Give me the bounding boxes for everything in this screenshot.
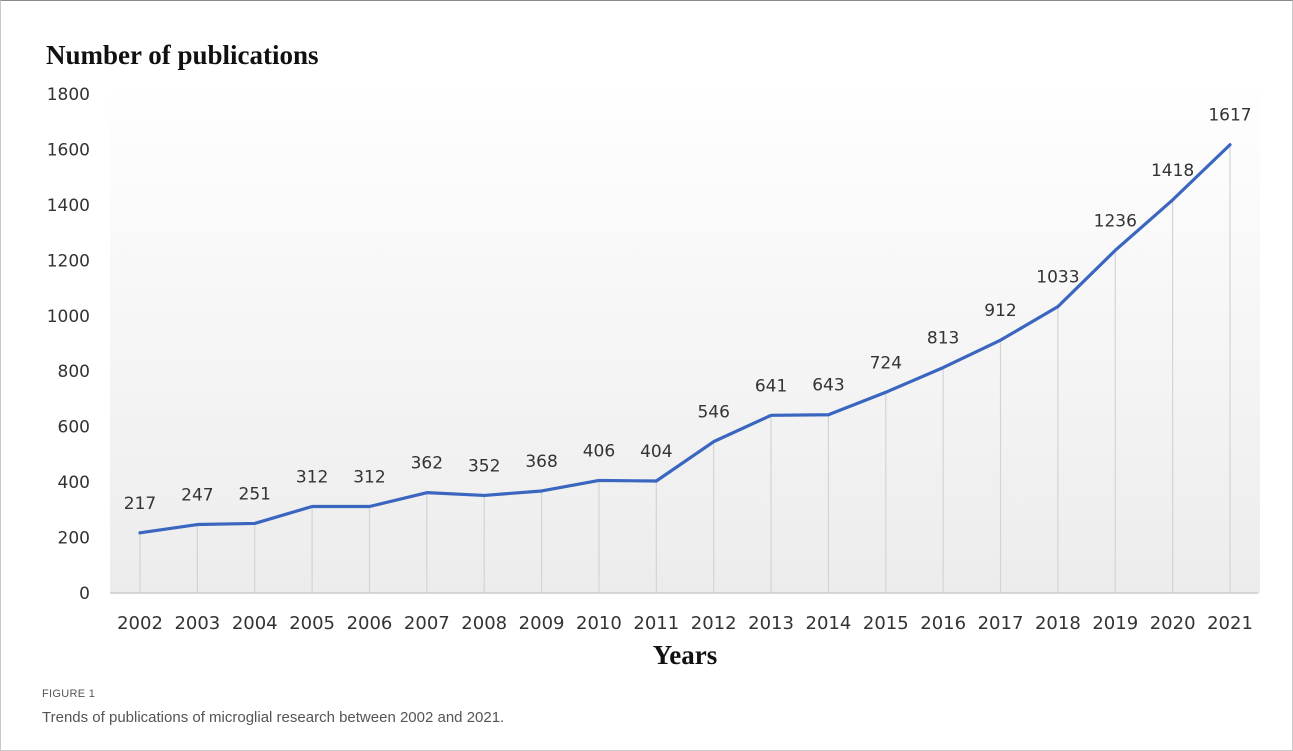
data-label: 912 bbox=[984, 301, 1016, 321]
y-tick-label: 800 bbox=[58, 362, 90, 382]
data-label: 1236 bbox=[1094, 211, 1137, 231]
line-chart: Number of publications Years 0 200 400 600 8… bbox=[46, 40, 1260, 670]
y-tick-label: 600 bbox=[58, 418, 90, 438]
x-tick-label: 2004 bbox=[232, 613, 278, 634]
x-tick-label: 2012 bbox=[691, 613, 737, 634]
y-tick-label: 1200 bbox=[47, 251, 90, 271]
y-tick-label: 1800 bbox=[47, 85, 90, 105]
y-tick-label: 200 bbox=[58, 529, 90, 549]
x-tick-label: 2009 bbox=[519, 613, 565, 634]
data-label: 368 bbox=[525, 452, 557, 472]
x-tick-label: 2020 bbox=[1150, 613, 1196, 634]
x-tick-label: 2005 bbox=[289, 613, 335, 634]
figure-caption: Trends of publications of microglial res… bbox=[42, 709, 505, 726]
data-label: 641 bbox=[755, 376, 787, 396]
drop-lines bbox=[139, 144, 1231, 593]
x-tick-label: 2016 bbox=[920, 613, 966, 634]
chart-area: Number of publications Years 0 200 400 600 8… bbox=[10, 10, 1281, 675]
x-tick-label: 2014 bbox=[806, 613, 852, 634]
x-tick-label: 2018 bbox=[1035, 613, 1081, 634]
y-tick-label: 1600 bbox=[47, 140, 90, 160]
data-label: 362 bbox=[411, 454, 443, 474]
data-label: 312 bbox=[296, 468, 328, 488]
plot-background bbox=[110, 80, 1260, 593]
data-label: 1418 bbox=[1151, 161, 1194, 181]
data-label: 247 bbox=[181, 486, 213, 506]
data-label: 352 bbox=[468, 456, 500, 476]
data-label: 724 bbox=[870, 353, 902, 373]
data-label: 404 bbox=[640, 442, 672, 462]
x-tick-label: 2021 bbox=[1207, 613, 1253, 634]
data-label: 1033 bbox=[1036, 268, 1079, 288]
y-tick-label: 400 bbox=[58, 473, 90, 493]
y-tick-label: 0 bbox=[79, 584, 90, 604]
x-axis-title: Years bbox=[653, 640, 717, 670]
x-tick-label: 2011 bbox=[633, 613, 679, 634]
data-labels: 217 247 251 312 312 362 352 368 406 404 546 641 643 7… bbox=[124, 106, 1252, 514]
data-label: 406 bbox=[583, 441, 615, 461]
x-tick-label: 2006 bbox=[347, 613, 393, 634]
x-tick-label: 2007 bbox=[404, 613, 450, 634]
x-tick-label: 2002 bbox=[117, 613, 163, 634]
x-tick-label: 2015 bbox=[863, 613, 909, 634]
data-label: 251 bbox=[239, 484, 271, 504]
data-label: 643 bbox=[812, 376, 844, 396]
x-tick-label: 2013 bbox=[748, 613, 794, 634]
x-tick-label: 2017 bbox=[978, 613, 1024, 634]
x-tick-label: 2003 bbox=[174, 613, 220, 634]
data-label: 546 bbox=[697, 403, 729, 423]
x-axis: 2002 2003 2004 2005 2006 2007 2008 2009 2010 2011… bbox=[117, 613, 1253, 634]
series-line bbox=[138, 143, 1232, 535]
figure-label: FIGURE 1 bbox=[42, 688, 96, 700]
y-tick-label: 1000 bbox=[47, 307, 90, 327]
data-label: 312 bbox=[353, 468, 385, 488]
data-label: 217 bbox=[124, 494, 156, 514]
x-tick-label: 2008 bbox=[461, 613, 507, 634]
x-tick-label: 2010 bbox=[576, 613, 622, 634]
data-label: 1617 bbox=[1208, 106, 1251, 126]
data-label: 813 bbox=[927, 329, 959, 349]
y-axis: 0 200 400 600 800 1000 1200 1400 1600 1800 bbox=[47, 85, 90, 604]
y-tick-label: 1400 bbox=[47, 196, 90, 216]
chart-title: Number of publications bbox=[46, 40, 319, 70]
x-tick-label: 2019 bbox=[1092, 613, 1138, 634]
